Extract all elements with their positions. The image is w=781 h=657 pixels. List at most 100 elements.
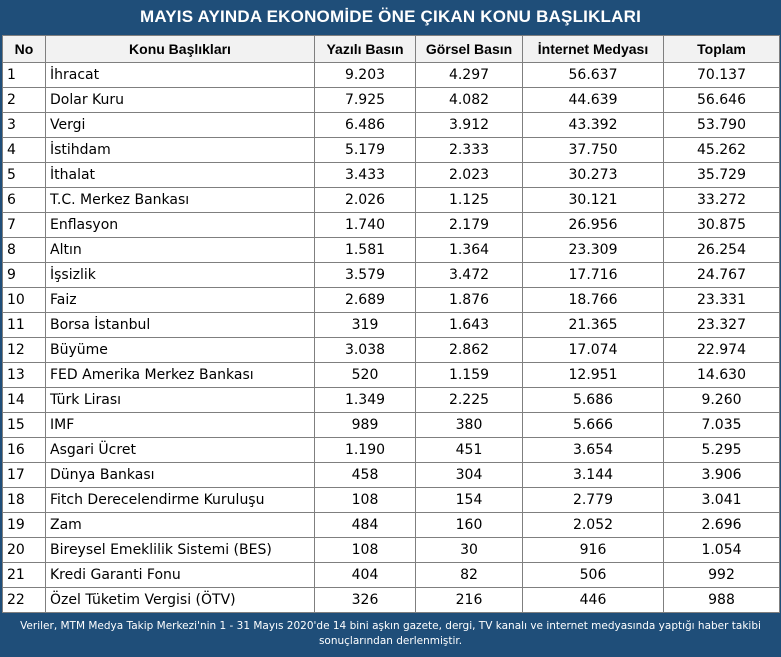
topic-name: Enflasyon — [45, 212, 315, 238]
table-body: 1 İhracat 9.203 4.297 56.637 70.137 2 Dolar Kur… — [2, 62, 780, 613]
internet-media-count: 26.956 — [522, 212, 664, 238]
row-number: 17 — [2, 462, 46, 488]
table-row: 17 Dünya Bankası 458 304 3.144 3.906 — [2, 462, 780, 488]
visual-press-count: 304 — [415, 462, 523, 488]
table-row: 3 Vergi 6.486 3.912 43.392 53.790 — [2, 112, 780, 138]
row-number: 5 — [2, 162, 46, 188]
topic-name: Zam — [45, 512, 315, 538]
table-row: 18 Fitch Derecelendirme Kuruluşu 108 154 2.7… — [2, 487, 780, 513]
row-number: 11 — [2, 312, 46, 338]
total-count: 70.137 — [663, 62, 780, 88]
table-row: 13 FED Amerika Merkez Bankası 520 1.159 12.9… — [2, 362, 780, 388]
table-row: 14 Türk Lirası 1.349 2.225 5.686 9.260 — [2, 387, 780, 413]
print-press-count: 9.203 — [314, 62, 416, 88]
total-count: 992 — [663, 562, 780, 588]
header-visual-press: Görsel Basın — [415, 35, 523, 63]
internet-media-count: 3.654 — [522, 437, 664, 463]
topic-name: FED Amerika Merkez Bankası — [45, 362, 315, 388]
topic-name: İstihdam — [45, 137, 315, 163]
visual-press-count: 1.643 — [415, 312, 523, 338]
total-count: 22.974 — [663, 337, 780, 363]
report-title: MAYIS AYINDA EKONOMİDE ÖNE ÇIKAN KONU BA… — [139, 7, 642, 26]
table-row: 8 Altın 1.581 1.364 23.309 26.254 — [2, 237, 780, 263]
print-press-count: 3.433 — [314, 162, 416, 188]
topic-name: Bireysel Emeklilik Sistemi (BES) — [45, 537, 315, 563]
total-count: 35.729 — [663, 162, 780, 188]
header-print-press: Yazılı Basın — [314, 35, 416, 63]
total-count: 45.262 — [663, 137, 780, 163]
internet-media-count: 5.666 — [522, 412, 664, 438]
header-no: No — [2, 35, 46, 63]
visual-press-count: 380 — [415, 412, 523, 438]
visual-press-count: 30 — [415, 537, 523, 563]
topic-name: İthalat — [45, 162, 315, 188]
visual-press-count: 4.297 — [415, 62, 523, 88]
print-press-count: 6.486 — [314, 112, 416, 138]
topic-name: Borsa İstanbul — [45, 312, 315, 338]
internet-media-count: 2.052 — [522, 512, 664, 538]
print-press-count: 319 — [314, 312, 416, 338]
print-press-count: 989 — [314, 412, 416, 438]
print-press-count: 520 — [314, 362, 416, 388]
visual-press-count: 154 — [415, 487, 523, 513]
header-topic: Konu Başlıkları — [45, 35, 315, 63]
total-count: 23.331 — [663, 287, 780, 313]
internet-media-count: 12.951 — [522, 362, 664, 388]
topic-name: Altın — [45, 237, 315, 263]
internet-media-count: 3.144 — [522, 462, 664, 488]
topic-name: Asgari Ücret — [45, 437, 315, 463]
internet-media-count: 446 — [522, 587, 664, 613]
topic-name: Kredi Garanti Fonu — [45, 562, 315, 588]
print-press-count: 5.179 — [314, 137, 416, 163]
topic-name: Özel Tüketim Vergisi (ÖTV) — [45, 587, 315, 613]
internet-media-count: 37.750 — [522, 137, 664, 163]
internet-media-count: 916 — [522, 537, 664, 563]
print-press-count: 2.026 — [314, 187, 416, 213]
row-number: 7 — [2, 212, 46, 238]
row-number: 15 — [2, 412, 46, 438]
internet-media-count: 18.766 — [522, 287, 664, 313]
header-total: Toplam — [663, 35, 780, 63]
internet-media-count: 44.639 — [522, 87, 664, 113]
internet-media-count: 30.273 — [522, 162, 664, 188]
topic-name: İşsizlik — [45, 262, 315, 288]
row-number: 18 — [2, 487, 46, 513]
topics-table: No Konu Başlıkları Yazılı Basın Görsel B… — [2, 35, 780, 613]
total-count: 30.875 — [663, 212, 780, 238]
internet-media-count: 2.779 — [522, 487, 664, 513]
topic-name: Vergi — [45, 112, 315, 138]
row-number: 9 — [2, 262, 46, 288]
row-number: 8 — [2, 237, 46, 263]
internet-media-count: 56.637 — [522, 62, 664, 88]
visual-press-count: 2.179 — [415, 212, 523, 238]
total-count: 53.790 — [663, 112, 780, 138]
total-count: 33.272 — [663, 187, 780, 213]
print-press-count: 1.581 — [314, 237, 416, 263]
table-row: 11 Borsa İstanbul 319 1.643 21.365 23.327 — [2, 312, 780, 338]
topic-name: Dünya Bankası — [45, 462, 315, 488]
total-count: 5.295 — [663, 437, 780, 463]
table-row: 10 Faiz 2.689 1.876 18.766 23.331 — [2, 287, 780, 313]
footer-note: Veriler, MTM Medya Takip Merkezi'nin 1 -… — [20, 620, 761, 647]
row-number: 14 — [2, 387, 46, 413]
total-count: 56.646 — [663, 87, 780, 113]
topic-name: Büyüme — [45, 337, 315, 363]
internet-media-count: 43.392 — [522, 112, 664, 138]
table-row: 20 Bireysel Emeklilik Sistemi (BES) 108 30 9… — [2, 537, 780, 563]
total-count: 7.035 — [663, 412, 780, 438]
topic-name: T.C. Merkez Bankası — [45, 187, 315, 213]
visual-press-count: 82 — [415, 562, 523, 588]
row-number: 2 — [2, 87, 46, 113]
header-row: No Konu Başlıkları Yazılı Basın Görsel B… — [2, 35, 780, 63]
total-count: 3.041 — [663, 487, 780, 513]
row-number: 22 — [2, 587, 46, 613]
table-row: 4 İstihdam 5.179 2.333 37.750 45.262 — [2, 137, 780, 163]
visual-press-count: 1.125 — [415, 187, 523, 213]
print-press-count: 1.740 — [314, 212, 416, 238]
internet-media-count: 23.309 — [522, 237, 664, 263]
internet-media-count: 21.365 — [522, 312, 664, 338]
row-number: 4 — [2, 137, 46, 163]
print-press-count: 108 — [314, 537, 416, 563]
visual-press-count: 160 — [415, 512, 523, 538]
